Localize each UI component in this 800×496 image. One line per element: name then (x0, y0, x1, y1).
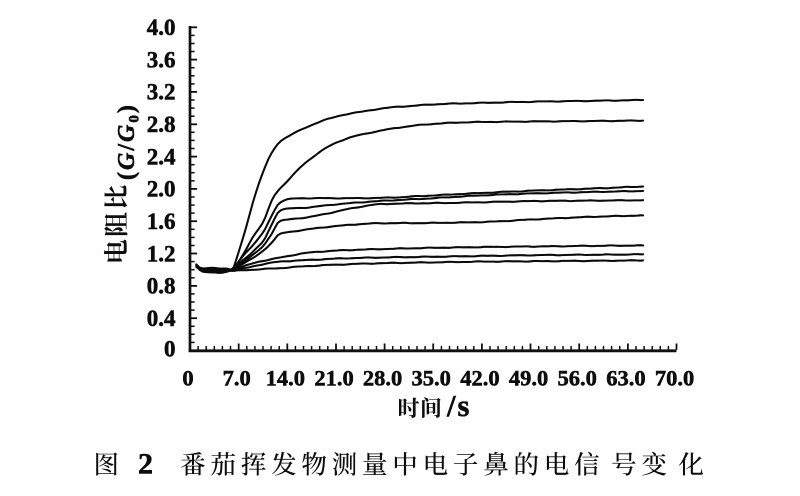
svg-text:0.4: 0.4 (147, 306, 176, 331)
svg-text:63.0: 63.0 (606, 366, 645, 391)
svg-text:4.0: 4.0 (147, 15, 176, 40)
svg-text:2.4: 2.4 (147, 144, 176, 169)
svg-text:3.6: 3.6 (147, 47, 176, 72)
svg-text:(G/G0): (G/G0) (114, 103, 143, 180)
svg-text:7.0: 7.0 (223, 366, 251, 391)
svg-text:28.0: 28.0 (363, 366, 402, 391)
svg-text:2.8: 2.8 (147, 112, 176, 137)
svg-text:2.0: 2.0 (147, 177, 176, 202)
svg-text:0: 0 (182, 366, 193, 391)
svg-text:21.0: 21.0 (314, 366, 353, 391)
svg-text:3.2: 3.2 (147, 80, 176, 105)
svg-text:2: 2 (138, 448, 153, 481)
svg-text:1.2: 1.2 (147, 241, 176, 266)
svg-text:49.0: 49.0 (509, 366, 548, 391)
svg-text:/s: /s (446, 389, 471, 423)
svg-text:1.6: 1.6 (147, 209, 176, 234)
svg-text:70.0: 70.0 (655, 366, 694, 391)
svg-text:35.0: 35.0 (412, 366, 451, 391)
svg-text:42.0: 42.0 (460, 366, 499, 391)
svg-text:14.0: 14.0 (266, 366, 305, 391)
svg-text:56.0: 56.0 (558, 366, 597, 391)
svg-text:0.8: 0.8 (147, 274, 176, 299)
svg-text:0: 0 (164, 337, 176, 362)
